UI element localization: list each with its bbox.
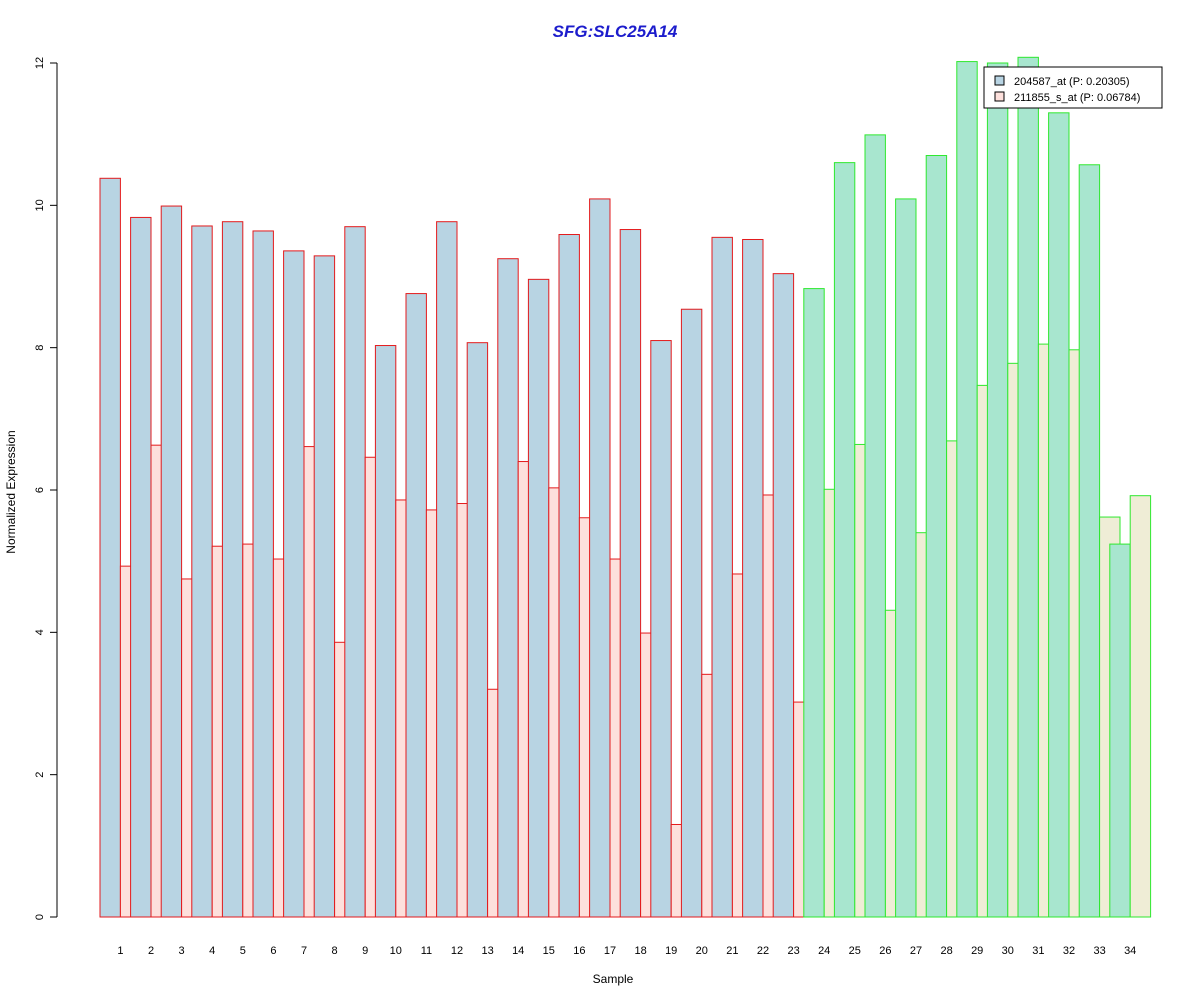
y-tick-label: 6 <box>34 487 46 493</box>
bar-series-1-sample-19 <box>650 340 672 918</box>
bar-series-1-sample-9 <box>344 226 366 918</box>
y-tick-label: 12 <box>34 57 46 69</box>
bar-series-1-sample-7 <box>283 250 305 918</box>
x-tick-label: 5 <box>240 945 246 957</box>
bar-series-1-sample-5 <box>221 221 244 918</box>
legend: 204587_at (P: 0.20305) 211855_s_at (P: 0… <box>983 66 1163 109</box>
bar-series-1-sample-16 <box>558 234 580 918</box>
x-tick-label: 1 <box>117 945 123 957</box>
bar-series-1-sample-29 <box>956 61 978 918</box>
legend-label-series-1: 204587_at (P: 0.20305) <box>1014 76 1130 88</box>
bar-series-1-sample-22 <box>742 238 764 918</box>
bar-series-1-sample-20 <box>680 308 703 918</box>
bar-series-2-sample-34 <box>1129 495 1152 918</box>
x-tick-label: 16 <box>573 945 585 957</box>
x-tick-label: 12 <box>451 945 463 957</box>
x-tick-label: 20 <box>696 945 708 957</box>
x-tick-label: 17 <box>604 945 616 957</box>
x-tick-label: 2 <box>148 945 154 957</box>
bar-series-1-sample-12 <box>436 221 458 918</box>
bar-series-1-sample-13 <box>466 342 489 918</box>
x-tick-label: 6 <box>270 945 276 957</box>
y-tick-label: 4 <box>34 629 46 635</box>
x-tick-label: 31 <box>1032 945 1044 957</box>
bar-series-1-sample-14 <box>497 258 519 918</box>
bar-series-1-sample-15 <box>527 278 550 918</box>
legend-swatch-series-1 <box>994 75 1005 86</box>
x-tick-label: 22 <box>757 945 769 957</box>
bar-series-1-sample-18 <box>619 229 642 918</box>
bar-series-1-sample-24 <box>803 288 825 918</box>
y-tick-label: 0 <box>34 914 46 920</box>
x-tick-label: 27 <box>910 945 922 957</box>
x-tick-label: 33 <box>1093 945 1105 957</box>
x-tick-label: 24 <box>818 945 830 957</box>
x-tick-label: 19 <box>665 945 677 957</box>
bar-series-1-sample-4 <box>191 225 213 918</box>
bar-series-1-sample-10 <box>374 345 397 918</box>
bar-series-1-sample-8 <box>313 255 336 918</box>
bar-series-1-sample-25 <box>833 162 856 918</box>
bar-series-1-sample-33 <box>1078 164 1101 918</box>
x-tick-label: 3 <box>179 945 185 957</box>
bar-series-1-sample-34 <box>1109 543 1131 918</box>
bar-series-1-sample-21 <box>711 236 733 918</box>
bar-series-1-sample-2 <box>130 216 152 918</box>
bar-series-1-sample-31 <box>1017 56 1039 918</box>
legend-swatch-series-2 <box>994 91 1005 102</box>
x-tick-label: 26 <box>879 945 891 957</box>
bar-series-1-sample-27 <box>895 198 917 918</box>
x-tick-label: 9 <box>362 945 368 957</box>
bar-series-1-sample-6 <box>252 230 274 918</box>
x-tick-label: 21 <box>726 945 738 957</box>
bar-series-1-sample-30 <box>986 62 1009 918</box>
legend-label-series-2: 211855_s_at (P: 0.06784) <box>1014 92 1140 104</box>
x-tick-label: 10 <box>390 945 402 957</box>
x-tick-label: 11 <box>421 945 432 957</box>
x-tick-label: 8 <box>332 945 338 957</box>
y-axis-label: Normalized Expression <box>4 430 18 553</box>
bars-group <box>99 56 1152 918</box>
x-tick-label: 29 <box>971 945 983 957</box>
bar-series-1-sample-11 <box>405 293 427 918</box>
bar-series-1-sample-26 <box>864 134 886 918</box>
y-tick-label: 2 <box>34 772 46 778</box>
bar-series-1-sample-1 <box>99 177 121 918</box>
x-tick-label: 13 <box>481 945 493 957</box>
bar-series-1-sample-17 <box>589 198 611 918</box>
y-tick-label: 8 <box>34 345 46 351</box>
bar-series-1-sample-3 <box>160 205 183 918</box>
x-tick-label: 23 <box>787 945 799 957</box>
bar-series-1-sample-28 <box>925 155 948 918</box>
chart-title: SFG:SLC25A14 <box>553 22 678 41</box>
x-tick-label: 28 <box>940 945 952 957</box>
x-tick-label: 14 <box>512 945 524 957</box>
x-tick-label: 34 <box>1124 945 1136 957</box>
y-axis: 0 2 4 6 8 10 12 <box>34 57 58 920</box>
x-tick-label: 32 <box>1063 945 1075 957</box>
bar-series-1-sample-23 <box>772 273 795 918</box>
legend-box <box>983 66 1163 109</box>
x-axis-label: Sample <box>593 972 634 986</box>
y-tick-label: 10 <box>34 199 46 211</box>
bar-series-1-sample-32 <box>1048 112 1070 918</box>
x-tick-label: 30 <box>1002 945 1014 957</box>
x-tick-labels: 1 2 3 4 5 6 7 8 9 10 11 12 13 14 15 16 17 18 19 20 21 22 23 24 2… <box>117 945 1136 957</box>
x-tick-label: 15 <box>543 945 555 957</box>
x-tick-label: 18 <box>634 945 646 957</box>
x-tick-label: 25 <box>849 945 861 957</box>
x-tick-label: 7 <box>301 945 307 957</box>
x-tick-label: 4 <box>209 945 215 957</box>
